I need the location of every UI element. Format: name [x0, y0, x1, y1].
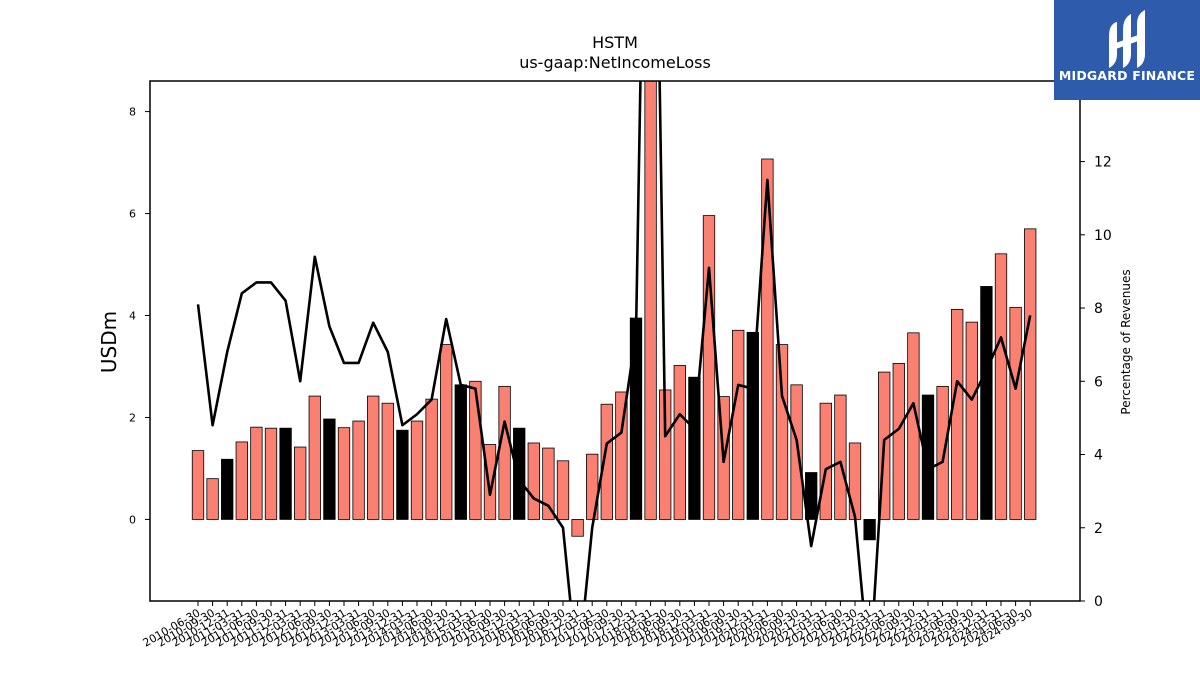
plot-frame [149, 80, 1081, 602]
y-tick-label: 2 [129, 411, 136, 424]
y2-tick-label: 2 [1094, 521, 1103, 537]
y-tick-label: 8 [129, 106, 136, 119]
bar [848, 442, 862, 520]
bar [1024, 228, 1037, 520]
bar [819, 402, 832, 520]
y2-tick-label: 6 [1094, 374, 1103, 390]
bar [542, 447, 555, 520]
bar [264, 427, 278, 520]
logo-mark-icon [1109, 10, 1145, 68]
logo-text: MIDGARD FINANCE [1058, 68, 1196, 83]
chart-subtitle: us-gaap:NetIncomeLoss [519, 53, 711, 72]
bar [994, 253, 1008, 520]
bar [571, 519, 584, 537]
y-axis-label: USDm [97, 311, 121, 373]
bar [367, 395, 380, 520]
y2-tick-label: 4 [1094, 448, 1103, 464]
bar [775, 344, 789, 520]
axes-group: 024680246810122010-06-302010-09-302010-1… [129, 80, 1112, 650]
bar [732, 329, 745, 520]
y-tick-label: 6 [129, 208, 136, 221]
bar [206, 478, 219, 520]
bar [746, 331, 759, 520]
y2-tick-label: 0 [1094, 594, 1103, 610]
bar [323, 418, 336, 520]
bar [951, 308, 964, 520]
bar [469, 380, 482, 520]
bar [513, 427, 526, 520]
bar [688, 376, 701, 520]
bar [790, 384, 803, 520]
bar [352, 420, 365, 520]
bar [337, 427, 351, 520]
y-tick-label: 0 [129, 513, 136, 526]
bar [308, 395, 321, 520]
bar [936, 385, 949, 520]
bar [980, 286, 993, 520]
bar [600, 403, 613, 520]
bar [279, 427, 292, 520]
bar [191, 450, 205, 520]
bar [863, 519, 876, 541]
bar [527, 442, 540, 520]
y2-tick-label: 12 [1094, 155, 1112, 171]
bar [892, 363, 905, 520]
bar [629, 317, 643, 520]
bar [250, 426, 263, 520]
series-line [196, 81, 1032, 601]
bar [294, 446, 307, 520]
bar [615, 391, 628, 520]
bar [221, 458, 234, 520]
bar [454, 384, 467, 520]
bar [834, 394, 847, 520]
chart-title: HSTM [592, 33, 638, 52]
bar [556, 460, 570, 520]
bar [396, 429, 409, 520]
bar [965, 321, 978, 520]
bar [440, 344, 453, 520]
bar [1009, 306, 1022, 520]
line-group [196, 81, 1032, 601]
y2-tick-label: 10 [1094, 228, 1112, 244]
y-tick-label: 4 [129, 310, 136, 323]
bar [483, 444, 497, 520]
bar [235, 441, 248, 520]
bar [921, 394, 935, 520]
bars-group [191, 81, 1037, 541]
y2-tick-label: 8 [1094, 301, 1103, 317]
brand-logo: MIDGARD FINANCE [1054, 0, 1200, 100]
bar [381, 402, 394, 520]
bar [673, 365, 686, 520]
bar [644, 81, 657, 520]
bar [761, 158, 774, 520]
bar [586, 453, 599, 520]
bar [410, 420, 424, 520]
bar [498, 385, 511, 520]
bar [702, 215, 716, 520]
y2-axis-label: Percentage of Revenues [1119, 269, 1133, 414]
bar [425, 398, 438, 520]
